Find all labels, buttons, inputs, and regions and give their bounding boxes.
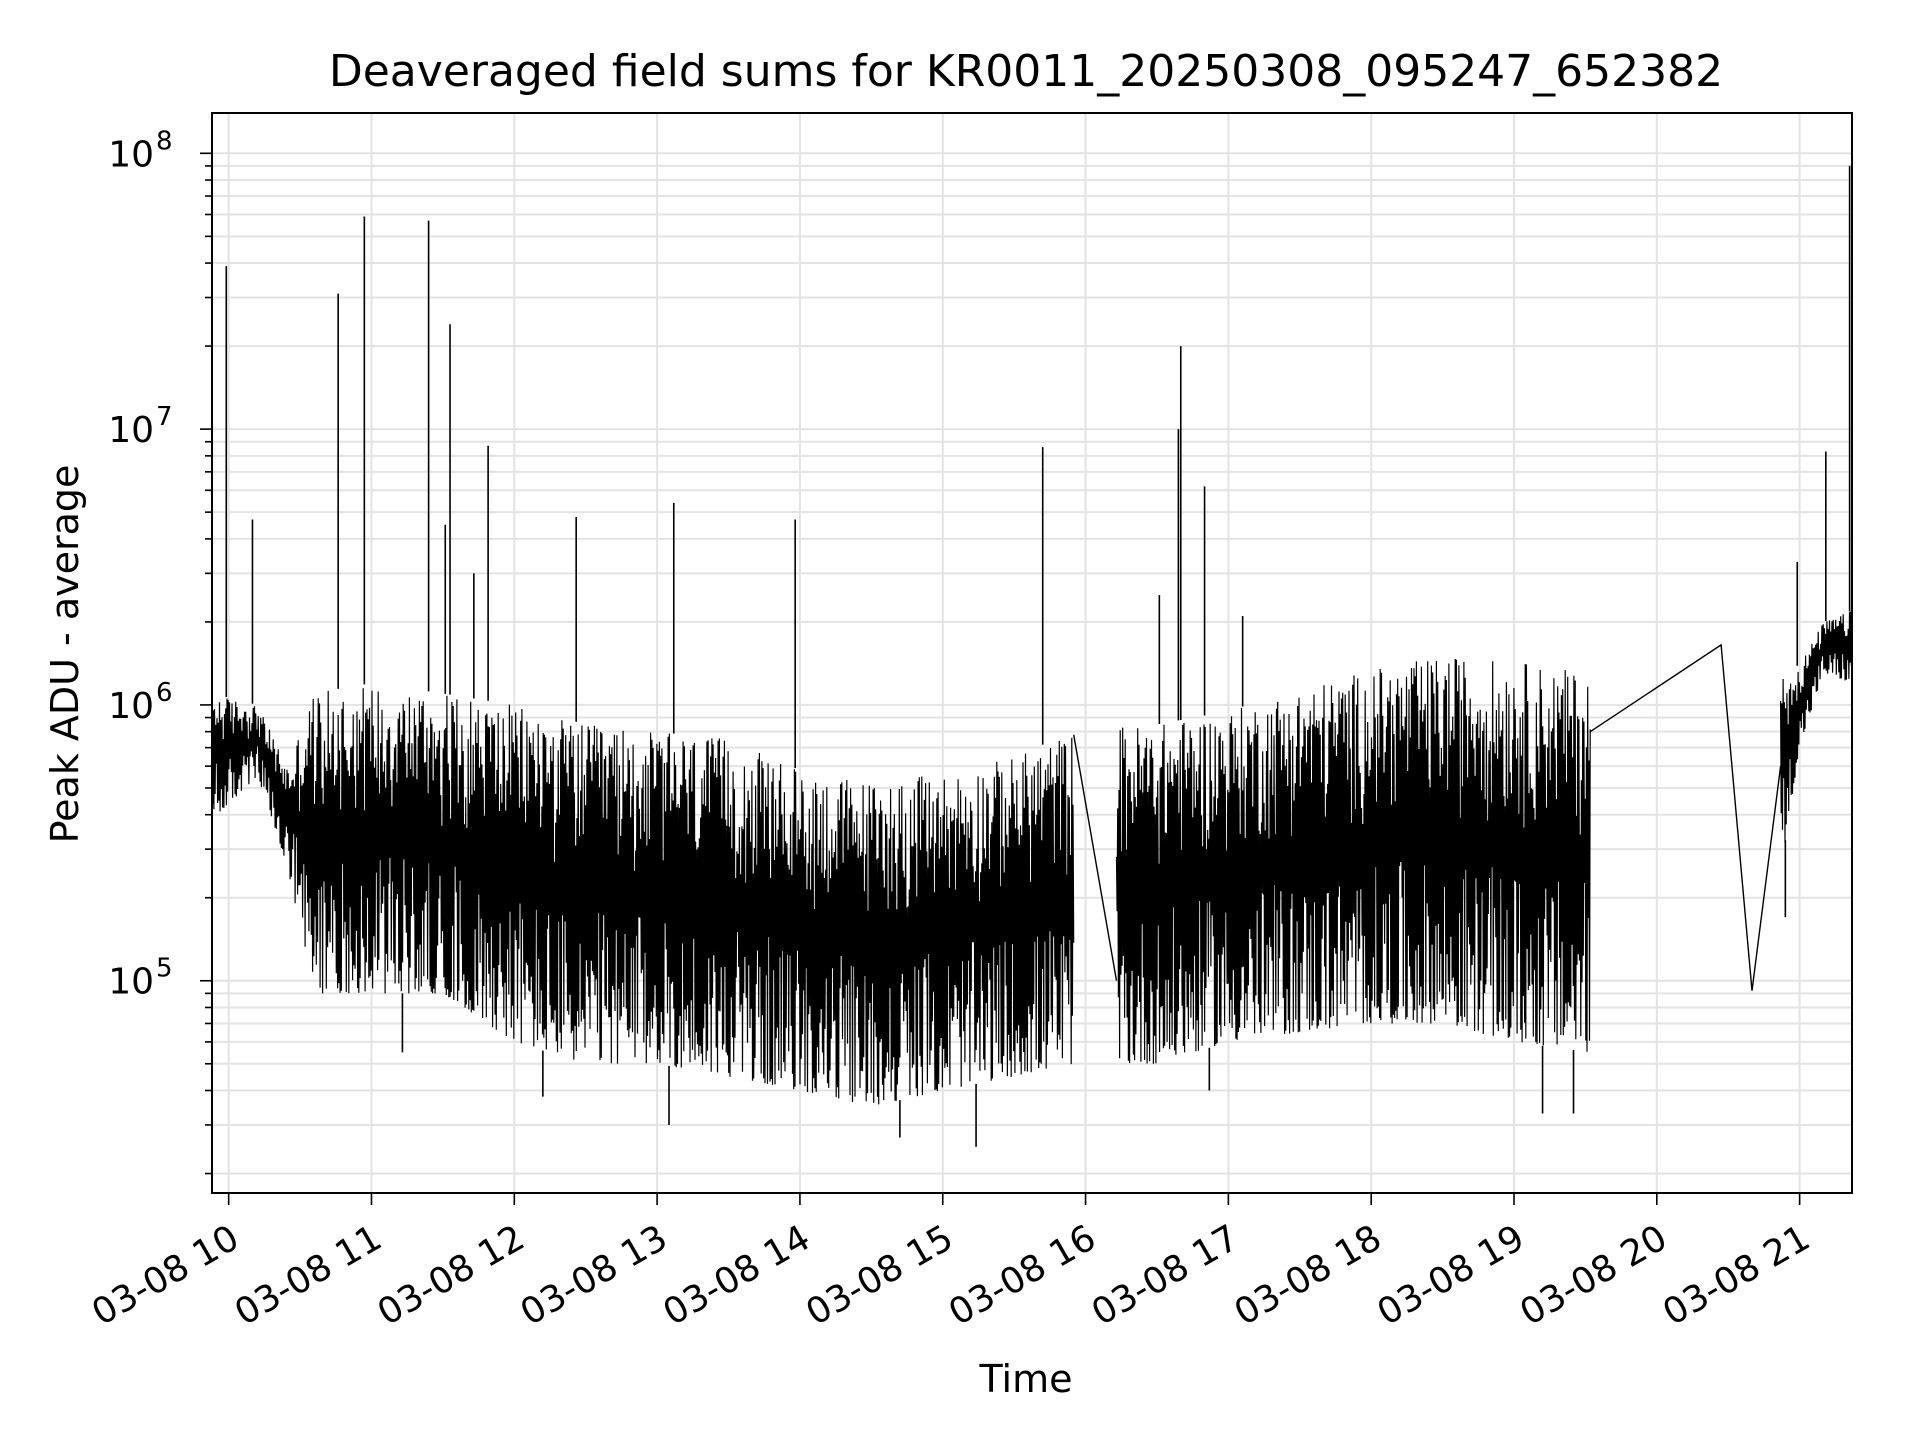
y-tick-label-exponent: 5 — [156, 954, 173, 984]
plot-frame — [211, 112, 1853, 1194]
y-tick-label: 10 — [108, 410, 154, 451]
y-tick-label-exponent: 8 — [156, 126, 173, 156]
y-tick-label: 10 — [108, 962, 154, 1003]
y-tick-label: 10 — [108, 686, 154, 727]
series-line-gap — [1589, 643, 1782, 991]
x-axis-label: Time — [979, 1357, 1073, 1401]
y-tick-label-exponent: 7 — [156, 402, 173, 432]
series-line — [1779, 611, 1853, 843]
chart-title: Deaveraged field sums for KR0011_2025030… — [329, 46, 1723, 97]
series-line — [1115, 658, 1591, 1064]
y-tick-label-exponent: 6 — [156, 678, 173, 708]
series-line — [211, 688, 1075, 1105]
y-tick-label: 10 — [108, 134, 154, 175]
series-line-gap — [1073, 734, 1118, 981]
y-axis-label: Peak ADU - average — [43, 465, 87, 844]
